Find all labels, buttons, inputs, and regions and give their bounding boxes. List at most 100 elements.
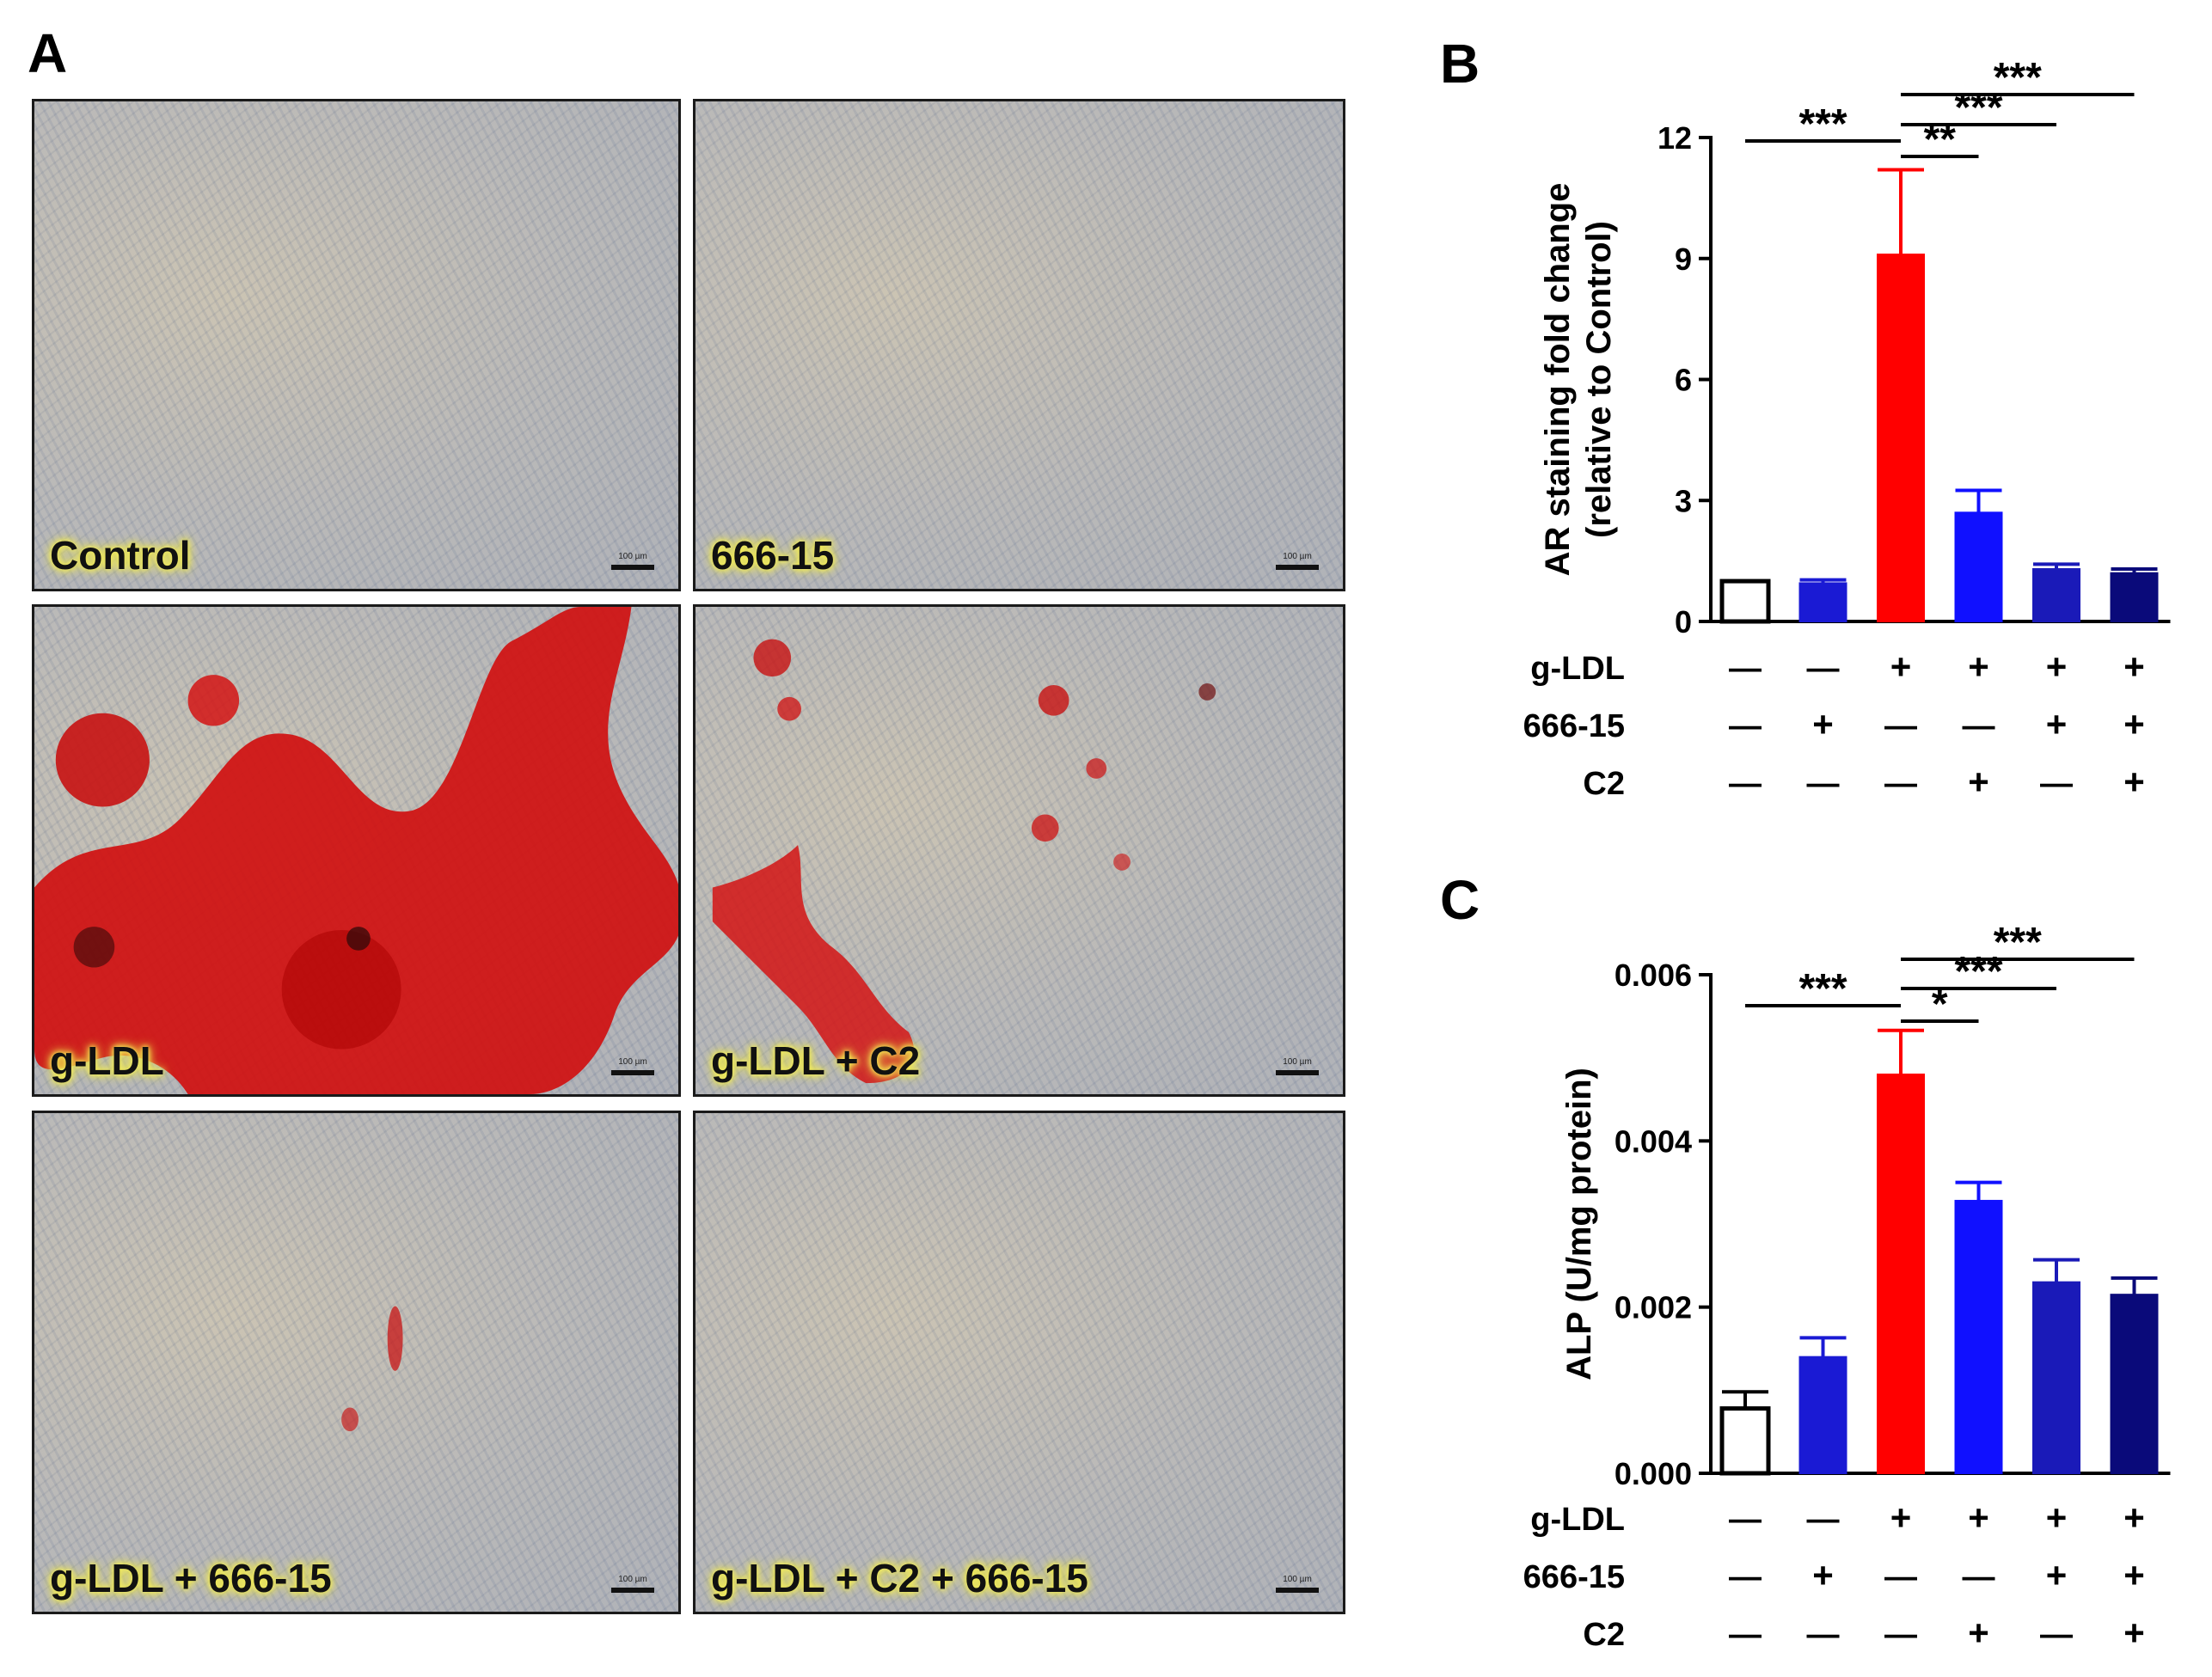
y-tick-label: 0 [1675, 604, 1692, 640]
scale-bar [611, 1070, 654, 1075]
treatment-sign: — [1807, 766, 1840, 802]
treatment-sign: + [2046, 646, 2068, 687]
scale-bar-label: 100 µm [1283, 552, 1312, 561]
scale-bar-label: 100 µm [618, 1575, 647, 1584]
treatment-sign: + [1968, 646, 1989, 687]
treatment-sign: + [2046, 1497, 2068, 1538]
scale-bar [1276, 1070, 1319, 1075]
treatment-sign: + [1890, 646, 1912, 687]
bar-5 [2032, 1281, 2080, 1474]
bar-4 [1954, 1199, 2003, 1474]
micrograph-3: 100 µm g-LDL [32, 604, 681, 1097]
treatment-sign: + [2046, 704, 2068, 744]
alizarin-red-stain [695, 1113, 1343, 1612]
treatment-sign: — [1729, 1559, 1762, 1595]
y-tick-label: 0.006 [1615, 958, 1692, 993]
treatment-sign: + [1890, 1497, 1912, 1538]
treatment-sign: — [1807, 651, 1840, 687]
significance-label-1: *** [1798, 101, 1847, 147]
treatment-sign: — [1884, 766, 1917, 802]
y-axis-label: ALP (U/mg protein) [1560, 1068, 1598, 1380]
treatment-row-label: C2 [1583, 1617, 1625, 1653]
micrograph-6: 100 µm g-LDL + C2 + 666-15 [693, 1111, 1345, 1614]
treatment-sign: — [1884, 708, 1917, 744]
significance-label-4: *** [1994, 55, 2042, 101]
treatment-sign: — [1729, 651, 1762, 687]
treatment-sign: — [1884, 1559, 1917, 1595]
alizarin-red-stain [34, 101, 678, 589]
micrograph-label: Control [50, 533, 191, 578]
micrograph-label: 666-15 [711, 533, 835, 578]
treatment-sign: — [2040, 766, 2073, 802]
y-tick-label: 0.000 [1615, 1456, 1692, 1491]
scale-bar [1276, 565, 1319, 570]
treatment-sign: — [1729, 708, 1762, 744]
significance-label-1: *** [1798, 966, 1847, 1012]
micrograph-label: g-LDL [50, 1038, 164, 1083]
treatment-sign: — [1729, 1502, 1762, 1538]
scale-bar [611, 1588, 654, 1593]
treatment-sign: — [1963, 708, 1995, 744]
treatment-sign: — [1884, 1617, 1917, 1653]
micrograph-4: 100 µm g-LDL + C2 [693, 604, 1345, 1097]
panel-c-letter: C [1440, 869, 1480, 931]
y-axis-label: AR staining fold change [1539, 183, 1577, 577]
bar-1 [1719, 578, 1771, 624]
significance-label-2: * [1932, 982, 1948, 1027]
scale-bar-label: 100 µm [618, 552, 647, 561]
treatment-sign: + [2123, 1613, 2145, 1653]
y-tick-label: 0.004 [1615, 1123, 1692, 1159]
treatment-row-label: C2 [1583, 766, 1625, 802]
significance-label-3: *** [1954, 85, 2002, 131]
micrograph-2: 100 µm 666-15 [693, 99, 1345, 591]
treatment-sign: — [1963, 1559, 1995, 1595]
treatment-sign: — [1729, 766, 1762, 802]
bar-2 [1798, 582, 1847, 622]
treatment-sign: — [2040, 1617, 2073, 1653]
treatment-sign: + [2123, 704, 2145, 744]
treatment-sign: — [1807, 1502, 1840, 1538]
bar-6 [2110, 1294, 2159, 1474]
treatment-sign: + [1812, 1555, 1834, 1595]
treatment-sign: + [1812, 704, 1834, 744]
scale-bar [611, 565, 654, 570]
alizarin-red-stain [34, 607, 678, 1094]
ar-staining-chart: AR staining fold change (relative to Cont… [1523, 55, 2171, 802]
micrograph-label: g-LDL + C2 + 666-15 [711, 1556, 1088, 1600]
scale-bar-label: 100 µm [618, 1057, 647, 1067]
alizarin-red-stain [712, 639, 1216, 1084]
y-axis-label-line2: (relative to Control) [1580, 221, 1618, 538]
y-tick-label: 12 [1657, 120, 1692, 156]
bar-5 [2032, 568, 2080, 623]
micrograph-5: 100 µm g-LDL + 666-15 [32, 1111, 681, 1614]
bar-6 [2110, 572, 2159, 623]
treatment-sign: + [2123, 1497, 2145, 1538]
y-tick-label: 3 [1675, 483, 1692, 518]
scale-bar-label: 100 µm [1283, 1057, 1312, 1067]
treatment-sign: — [1807, 1617, 1840, 1653]
alizarin-red-stain [341, 1306, 403, 1432]
alizarin-red-stain [695, 101, 1343, 589]
treatment-sign: + [1968, 1613, 1989, 1653]
y-tick-label: 0.002 [1615, 1290, 1692, 1325]
bar-3 [1877, 1074, 1925, 1474]
micrograph-1: 100 µm Control [32, 99, 681, 591]
micrograph-label: g-LDL + C2 [711, 1038, 921, 1083]
bar-1 [1719, 1406, 1771, 1476]
y-tick-label: 9 [1675, 242, 1692, 277]
bar-2 [1798, 1356, 1847, 1475]
significance-label-3: *** [1954, 949, 2002, 995]
treatment-sign: + [2123, 762, 2145, 802]
panel-a-letter: A [28, 22, 68, 84]
treatment-sign: — [1729, 1617, 1762, 1653]
treatment-sign: + [1968, 762, 1989, 802]
panel-b-letter: B [1440, 33, 1480, 95]
y-tick-label: 6 [1675, 363, 1692, 398]
treatment-row-label: 666-15 [1523, 708, 1625, 744]
scale-bar [1276, 1588, 1319, 1593]
treatment-sign: + [2046, 1555, 2068, 1595]
treatment-row-label: 666-15 [1523, 1559, 1625, 1595]
treatment-sign: + [1968, 1497, 1989, 1538]
significance-label-4: *** [1994, 920, 2042, 965]
